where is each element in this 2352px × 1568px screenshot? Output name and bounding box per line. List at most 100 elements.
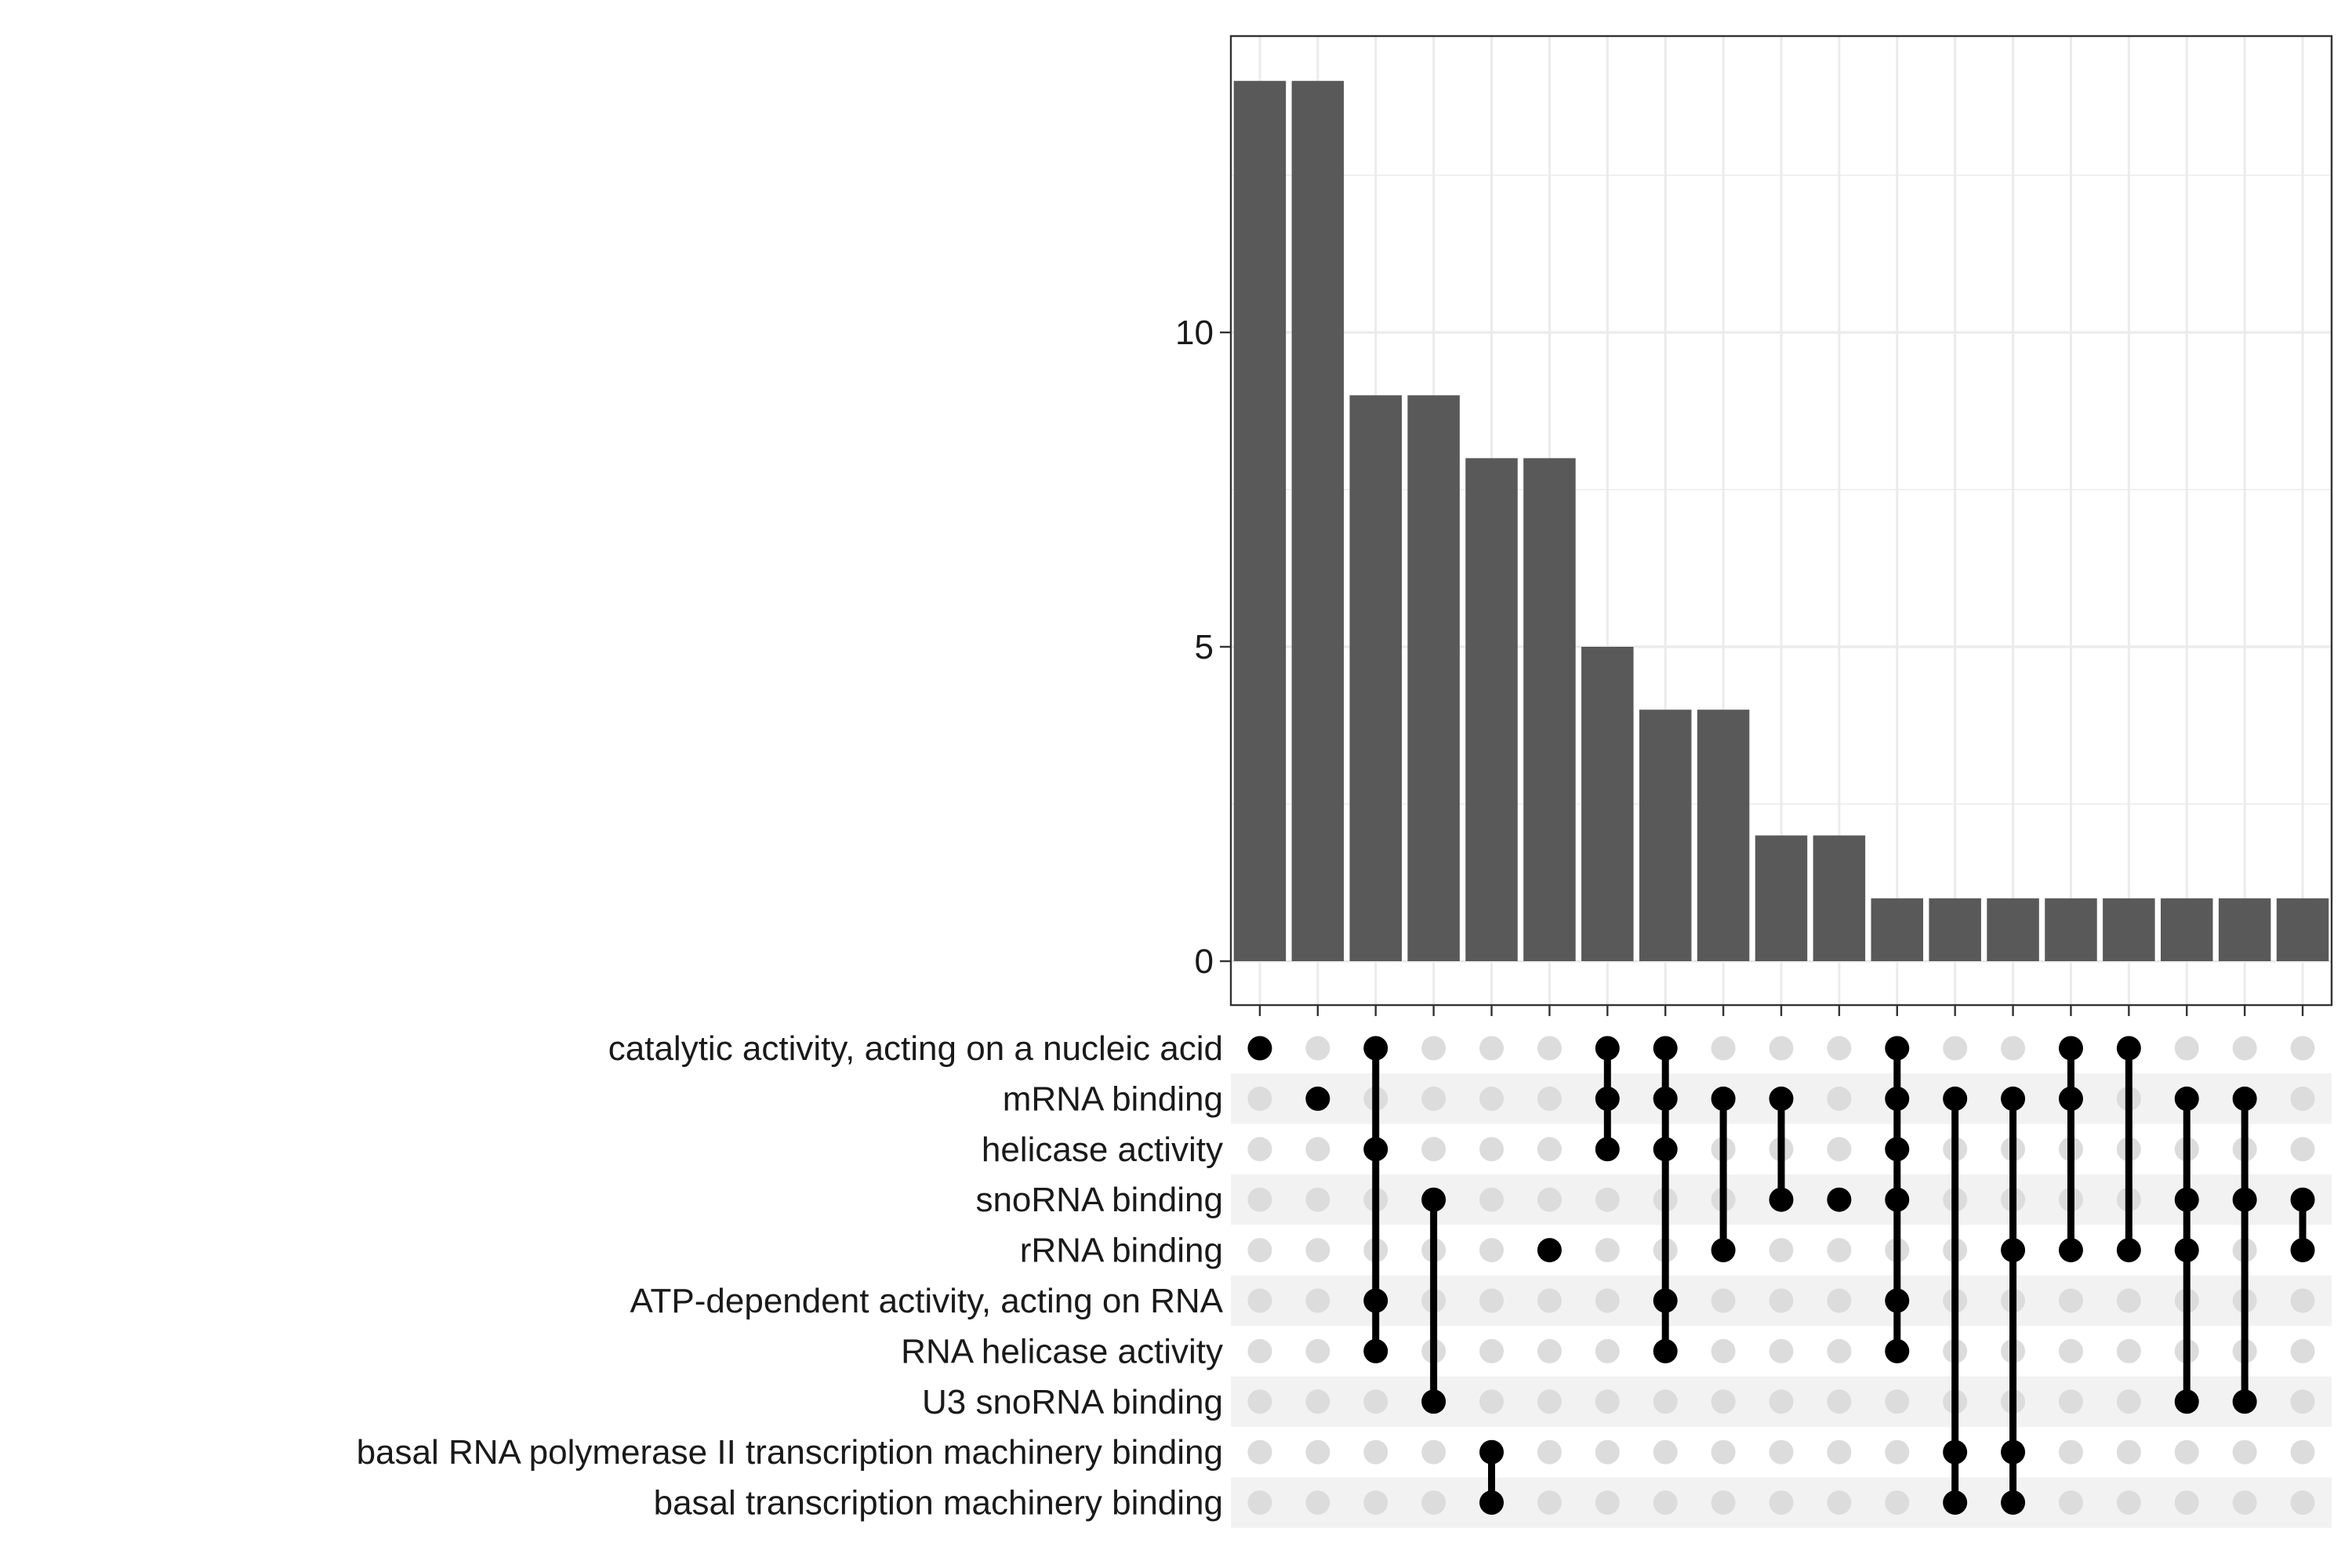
- matrix-dot-active: [1595, 1086, 1620, 1111]
- matrix-dot-inactive: [1769, 1490, 1794, 1515]
- intersection-bar: [1407, 395, 1460, 961]
- matrix-dot-inactive: [1711, 1338, 1736, 1363]
- matrix-dot-active: [2116, 1238, 2141, 1263]
- matrix-dot-inactive: [2116, 1338, 2141, 1363]
- matrix-dot-inactive: [1943, 1036, 1968, 1061]
- matrix-dot-active: [1943, 1490, 1968, 1515]
- intersection-bar: [1871, 898, 1924, 961]
- intersection-bar: [1813, 835, 1866, 961]
- matrix-dot-active: [1885, 1187, 1910, 1212]
- intersection-bar: [1639, 710, 1692, 961]
- matrix-dot-inactive: [1711, 1490, 1736, 1515]
- matrix-column: [2058, 1036, 2083, 1515]
- matrix-dot-inactive: [1885, 1490, 1910, 1515]
- matrix-column: [1827, 1036, 1852, 1515]
- matrix-dot-inactive: [2058, 1288, 2083, 1313]
- intersection-bar: [1465, 458, 1518, 961]
- matrix-column: [1537, 1036, 1562, 1515]
- matrix-column: [1247, 1036, 1272, 1515]
- matrix-dot-inactive: [1653, 1439, 1678, 1465]
- matrix-dot-inactive: [1537, 1338, 1562, 1363]
- matrix-dot-inactive: [1653, 1389, 1678, 1414]
- y-tick-label: 10: [1175, 314, 1214, 352]
- matrix-dot-inactive: [1363, 1439, 1388, 1465]
- matrix-dot-inactive: [2290, 1288, 2315, 1313]
- matrix-dot-active: [1827, 1187, 1852, 1212]
- set-label: basal transcription machinery binding: [654, 1484, 1223, 1523]
- matrix-dot-inactive: [1537, 1036, 1562, 1061]
- matrix-dot-inactive: [1305, 1389, 1330, 1414]
- matrix-dot-active: [1885, 1288, 1910, 1313]
- matrix-dot-active: [1943, 1086, 1968, 1111]
- matrix-dot-active: [2290, 1187, 2315, 1212]
- matrix-dot-inactive: [2232, 1036, 2257, 1061]
- intersection-bar: [2161, 898, 2213, 961]
- matrix-dot-inactive: [1769, 1439, 1794, 1465]
- matrix-dot-inactive: [1247, 1389, 1272, 1414]
- set-label: snoRNA binding: [975, 1181, 1223, 1219]
- matrix-dot-inactive: [2290, 1338, 2315, 1363]
- matrix-dot-inactive: [1537, 1187, 1562, 1212]
- matrix-dot-inactive: [2290, 1490, 2315, 1515]
- matrix-dot-inactive: [1305, 1490, 1330, 1515]
- matrix-dot-inactive: [1305, 1238, 1330, 1263]
- matrix-dot-inactive: [2290, 1137, 2315, 1162]
- set-label: ATP-dependent activity, acting on RNA: [630, 1282, 1223, 1320]
- matrix-column: [1595, 1036, 1620, 1515]
- matrix-dot-active: [2001, 1490, 2026, 1515]
- matrix-dot-active: [1363, 1338, 1388, 1363]
- membership-matrix: [1247, 1036, 2315, 1515]
- set-label: rRNA binding: [1020, 1232, 1223, 1270]
- matrix-dot-active: [2058, 1036, 2083, 1061]
- matrix-dot-active: [1479, 1439, 1504, 1465]
- matrix-dot-inactive: [1537, 1389, 1562, 1414]
- matrix-dot-inactive: [2290, 1389, 2315, 1414]
- matrix-dot-inactive: [2290, 1086, 2315, 1111]
- matrix-dot-active: [2232, 1187, 2257, 1212]
- matrix-dot-inactive: [1421, 1086, 1446, 1111]
- matrix-dot-active: [1305, 1086, 1330, 1111]
- intersection-bar: [1291, 81, 1345, 962]
- matrix-dot-inactive: [1479, 1288, 1504, 1313]
- intersection-bars: [1233, 81, 2329, 962]
- matrix-dot-inactive: [1827, 1238, 1852, 1263]
- matrix-dot-inactive: [1595, 1288, 1620, 1313]
- matrix-column: [1711, 1036, 1736, 1515]
- matrix-dot-inactive: [1769, 1338, 1794, 1363]
- matrix-dot-inactive: [1479, 1238, 1504, 1263]
- matrix-dot-inactive: [1769, 1238, 1794, 1263]
- matrix-dot-inactive: [2290, 1036, 2315, 1061]
- matrix-dot-inactive: [1653, 1490, 1678, 1515]
- matrix-dot-active: [2174, 1389, 2199, 1414]
- intersection-bar: [1697, 710, 1750, 961]
- matrix-dot-inactive: [1479, 1086, 1504, 1111]
- matrix-dot-inactive: [2232, 1490, 2257, 1515]
- matrix-dot-inactive: [1827, 1389, 1852, 1414]
- matrix-dot-active: [1885, 1086, 1910, 1111]
- matrix-dot-inactive: [1537, 1288, 1562, 1313]
- set-label: basal RNA polymerase II transcription ma…: [357, 1433, 1223, 1472]
- intersection-bar: [1349, 395, 1402, 961]
- matrix-dot-inactive: [1537, 1490, 1562, 1515]
- intersection-bar: [2045, 898, 2097, 961]
- matrix-dot-inactive: [2058, 1439, 2083, 1465]
- matrix-dot-inactive: [1595, 1389, 1620, 1414]
- matrix-dot-inactive: [1827, 1490, 1852, 1515]
- matrix-dot-active: [2116, 1036, 2141, 1061]
- matrix-dot-inactive: [1827, 1439, 1852, 1465]
- matrix-dot-active: [1885, 1338, 1910, 1363]
- matrix-dot-inactive: [1363, 1389, 1388, 1414]
- y-axis: 0 5 10: [1175, 314, 1231, 981]
- matrix-dot-inactive: [2116, 1389, 2141, 1414]
- matrix-dot-inactive: [1711, 1439, 1736, 1465]
- matrix-dot-active: [1595, 1036, 1620, 1061]
- matrix-dot-inactive: [1537, 1086, 1562, 1111]
- matrix-dot-active: [2001, 1238, 2026, 1263]
- matrix-column: [1305, 1036, 1330, 1515]
- matrix-dot-active: [1537, 1238, 1562, 1263]
- matrix-dot-active: [1653, 1036, 1678, 1061]
- matrix-dot-inactive: [1305, 1288, 1330, 1313]
- matrix-dot-active: [2174, 1086, 2199, 1111]
- matrix-dot-active: [2058, 1238, 2083, 1263]
